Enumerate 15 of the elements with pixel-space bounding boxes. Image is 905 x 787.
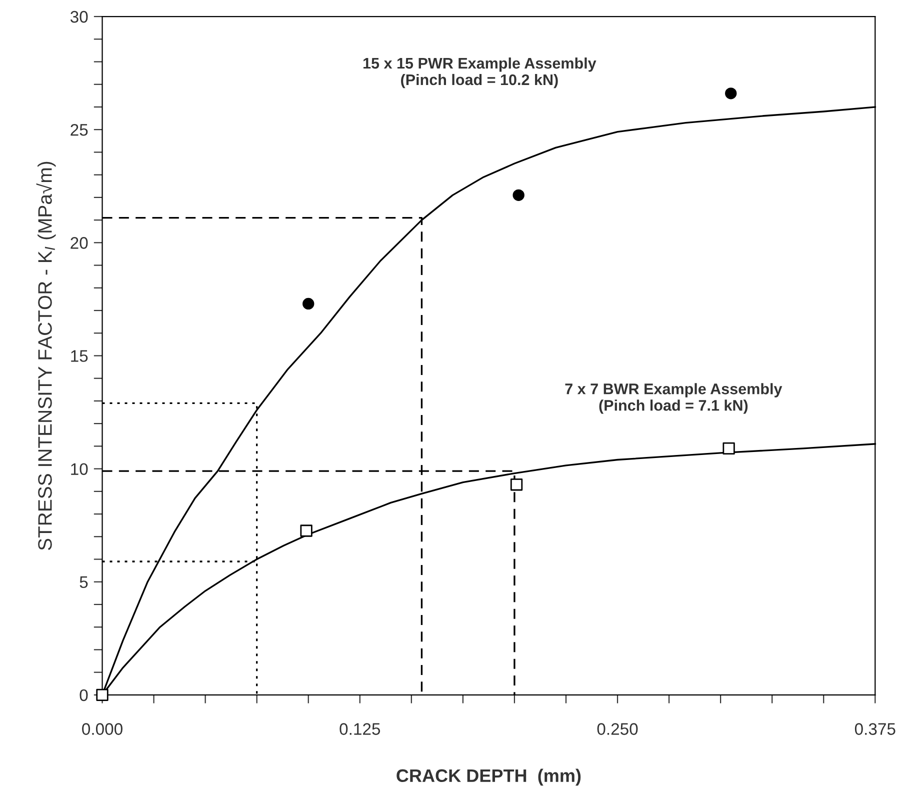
annotation: 15 x 15 PWR Example Assembly (Pinch load = 10.2 kN) [363,57,596,88]
annotation: 7 x 7 BWR Example Assembly (Pinch load = 7.1 kN) [565,383,782,414]
y-tick-label: 25 [70,124,88,136]
y-axis-title: STRESS INTENSITY FACTOR - K$_{I}$ (MPa√m) [36,162,56,550]
y-tick-label: 15 [71,350,88,362]
y-tick-label: 30 [70,10,88,23]
x-tick-label: 0.250 [597,723,638,735]
x-axis-title: CRACK DEPTH (mm) [396,768,581,786]
y-tick-label: 5 [80,576,88,588]
y-tick-label: 0 [80,689,88,702]
x-tick-label: 0.000 [82,723,122,735]
x-tick-label: 0.375 [854,723,896,735]
x-tick-label: 0.125 [340,723,380,735]
y-tick-label: 10 [71,463,88,475]
y-tick-label: 20 [70,237,88,249]
